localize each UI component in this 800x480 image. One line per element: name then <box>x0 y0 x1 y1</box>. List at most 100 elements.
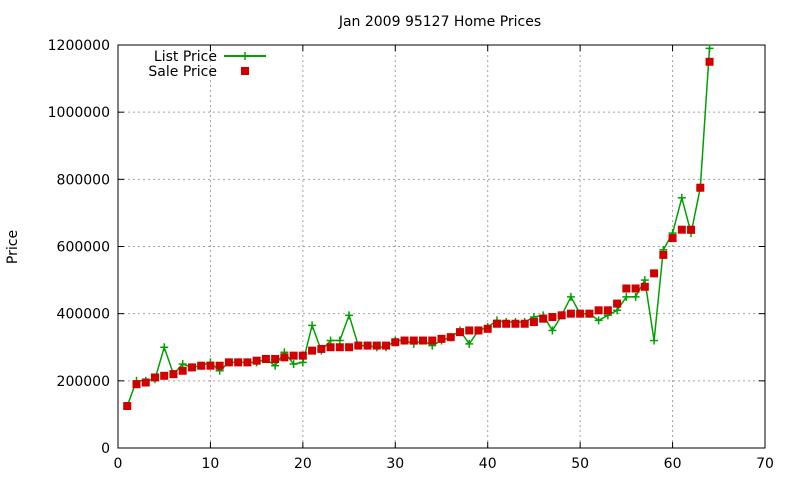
point-list-price <box>160 343 169 352</box>
point-sale-price <box>705 57 714 66</box>
point-sale-price <box>261 355 270 364</box>
point-sale-price <box>363 341 372 350</box>
point-list-price <box>594 316 603 325</box>
point-sale-price <box>455 328 464 337</box>
point-sale-price <box>668 234 677 243</box>
point-sale-price <box>187 363 196 372</box>
point-sale-price <box>271 355 280 364</box>
point-sale-price <box>696 183 705 192</box>
y-axis-label: Price <box>5 230 21 264</box>
point-list-price <box>289 360 298 369</box>
point-sale-price <box>354 341 363 350</box>
point-sale-price <box>576 309 585 318</box>
y-tick-label: 1000000 <box>48 105 110 121</box>
point-sale-price <box>677 225 686 234</box>
point-list-price <box>705 44 714 53</box>
point-sale-price <box>446 333 455 342</box>
point-sale-price <box>520 319 529 328</box>
x-tick-label: 10 <box>202 456 220 472</box>
point-sale-price <box>483 324 492 333</box>
point-sale-price <box>622 284 631 293</box>
point-list-price <box>178 360 187 369</box>
point-sale-price <box>160 371 169 380</box>
legend-label-sale-price: Sale Price <box>148 64 217 80</box>
x-tick-label: 0 <box>114 456 123 472</box>
point-sale-price <box>372 341 381 350</box>
grid-lines <box>118 45 765 448</box>
point-list-price <box>308 321 317 330</box>
axis-ticks: 0 10 20 30 40 50 60 70 0 200000 400000 600000 800000… <box>48 38 774 472</box>
x-tick-label: 70 <box>756 456 774 472</box>
point-sale-price <box>234 358 243 367</box>
legend-marker-sale-price <box>241 67 249 75</box>
point-sale-price <box>206 361 215 370</box>
point-sale-price <box>613 299 622 308</box>
point-sale-price <box>391 338 400 347</box>
point-sale-price <box>123 402 132 411</box>
y-tick-label: 1200000 <box>48 38 110 54</box>
point-sale-price <box>640 282 649 291</box>
point-sale-price <box>224 358 233 367</box>
point-sale-price <box>335 343 344 352</box>
point-sale-price <box>197 361 206 370</box>
point-sale-price <box>298 351 307 360</box>
legend: List Price Sale Price <box>148 49 266 80</box>
y-tick-label: 600000 <box>57 240 110 256</box>
point-list-price <box>631 292 640 301</box>
point-list-price <box>566 292 575 301</box>
point-sale-price <box>280 353 289 362</box>
chart-title: Jan 2009 95127 Home Prices <box>338 14 541 30</box>
point-sale-price <box>428 336 437 345</box>
legend-marker-list-price <box>241 52 249 60</box>
point-list-price <box>345 311 354 320</box>
point-list-price <box>613 306 622 315</box>
point-sale-price <box>539 314 548 323</box>
y-tick-label: 0 <box>101 441 110 457</box>
point-sale-price <box>650 269 659 278</box>
point-sale-price <box>687 225 696 234</box>
point-sale-price <box>289 351 298 360</box>
point-sale-price <box>492 319 501 328</box>
point-sale-price <box>308 346 317 355</box>
point-sale-price <box>419 336 428 345</box>
point-sale-price <box>317 344 326 353</box>
point-list-price <box>650 336 659 345</box>
point-sale-price <box>326 343 335 352</box>
x-tick-label: 40 <box>479 456 497 472</box>
point-list-price <box>677 193 686 202</box>
point-sale-price <box>141 378 150 387</box>
point-sale-price <box>178 366 187 375</box>
series-line-list-price <box>126 48 711 407</box>
point-sale-price <box>566 309 575 318</box>
point-sale-price <box>603 306 612 315</box>
point-sale-price <box>382 341 391 350</box>
point-list-price <box>298 358 307 367</box>
point-sale-price <box>585 309 594 318</box>
point-list-price <box>622 292 631 301</box>
point-sale-price <box>474 326 483 335</box>
point-list-price <box>548 326 557 335</box>
point-sale-price <box>169 370 178 379</box>
point-list-price <box>335 336 344 345</box>
point-sale-price <box>511 319 520 328</box>
point-sale-price <box>557 311 566 320</box>
y-tick-label: 400000 <box>57 307 110 323</box>
y-tick-label: 800000 <box>57 172 110 188</box>
point-list-price <box>465 339 474 348</box>
x-tick-label: 50 <box>571 456 589 472</box>
point-sale-price <box>215 361 224 370</box>
point-sale-price <box>400 336 409 345</box>
point-sale-price <box>252 356 261 365</box>
point-sale-price <box>409 336 418 345</box>
point-list-price <box>326 336 335 345</box>
x-tick-label: 20 <box>294 456 312 472</box>
point-list-price <box>271 361 280 370</box>
point-sale-price <box>465 326 474 335</box>
point-sale-price <box>548 313 557 322</box>
point-sale-price <box>345 343 354 352</box>
point-sale-price <box>594 306 603 315</box>
x-tick-label: 30 <box>386 456 404 472</box>
point-sale-price <box>659 250 668 259</box>
point-sale-price <box>150 373 159 382</box>
